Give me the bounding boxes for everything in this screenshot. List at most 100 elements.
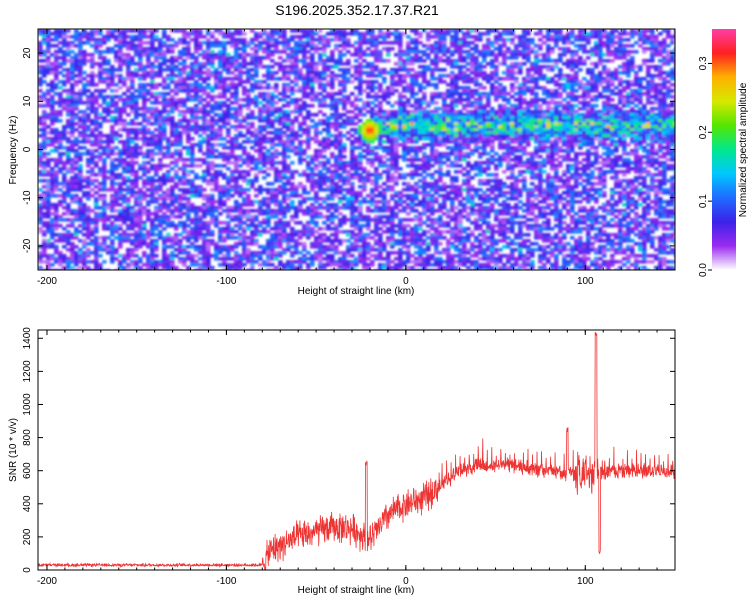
- spectrogram-cell: [502, 113, 507, 117]
- spectrogram-cell: [282, 155, 287, 159]
- spectrogram-cell: [154, 137, 159, 141]
- spectrogram-cell: [106, 155, 111, 159]
- spectrogram-cell: [290, 140, 295, 144]
- spectrogram-cell: [142, 74, 147, 78]
- spectrogram-cell: [210, 95, 215, 99]
- spectrogram-cell: [242, 125, 247, 129]
- spectrogram-cell: [78, 68, 83, 72]
- spectrogram-cell: [402, 80, 407, 84]
- spectrogram-cell: [386, 41, 391, 45]
- spectrogram-cell: [418, 86, 423, 90]
- spectrogram-cell: [198, 158, 203, 162]
- spectrogram-cell: [562, 155, 567, 159]
- spectrogram-cell: [558, 83, 563, 87]
- spectrogram-cell: [234, 44, 239, 48]
- spectrogram-cell: [62, 80, 67, 84]
- spectrogram-cell: [390, 140, 395, 144]
- spectrogram-cell: [658, 131, 663, 135]
- spectrogram-cell: [210, 116, 215, 120]
- spectrogram-cell: [50, 113, 55, 117]
- spectrogram-cell: [522, 101, 527, 105]
- spectrogram-cell: [422, 107, 427, 111]
- spectrogram-cell: [410, 77, 415, 81]
- spectrogram-cell: [534, 53, 539, 57]
- spectrogram-cell: [578, 107, 583, 111]
- spectrogram-cell: [194, 95, 199, 99]
- spectrogram-cell: [510, 62, 515, 66]
- spectrogram-cell: [310, 65, 315, 69]
- spectrogram-cell: [126, 98, 131, 102]
- spectrogram-cell: [94, 149, 99, 153]
- spectrogram-cell: [226, 77, 231, 81]
- spectrogram-cell: [322, 68, 327, 72]
- spectrogram-cell: [450, 101, 455, 105]
- spectrogram-cell: [58, 98, 63, 102]
- spectrogram-cell: [462, 32, 467, 36]
- spectrogram-cell: [122, 101, 127, 105]
- spectrogram-cell: [382, 38, 387, 42]
- spectrogram-cell: [482, 71, 487, 75]
- spectrogram-cell: [634, 113, 639, 117]
- spectrogram-cell: [130, 77, 135, 81]
- spectrogram-cell: [322, 140, 327, 144]
- spectrogram-cell: [542, 98, 547, 102]
- spectrogram-cell: [174, 56, 179, 60]
- spectrogram-cell: [226, 128, 231, 132]
- spectrogram-cell: [546, 68, 551, 72]
- spectrogram-cell: [546, 146, 551, 150]
- spectrogram-cell: [438, 119, 443, 123]
- spectrogram-cell: [262, 119, 267, 123]
- spectrogram-cell: [570, 35, 575, 39]
- spectrogram-cell: [54, 86, 59, 90]
- spectrogram-cell: [394, 113, 399, 117]
- spectrogram-cell: [314, 71, 319, 75]
- spectrogram-cell: [198, 149, 203, 153]
- spectrogram-cell: [290, 146, 295, 150]
- spectrogram-cell: [614, 131, 619, 135]
- spectrogram-cell: [74, 122, 79, 126]
- spectrogram-cell: [262, 29, 267, 33]
- spectrogram-cell: [654, 98, 659, 102]
- spectrogram-cell: [546, 116, 551, 120]
- spectrogram-cell: [578, 125, 583, 129]
- spectrogram-cell: [626, 116, 631, 120]
- spectrogram-cell: [490, 86, 495, 90]
- spectrogram-cell: [186, 86, 191, 90]
- spectrogram-cell: [226, 152, 231, 156]
- spectrogram-cell: [382, 122, 387, 126]
- spectrogram-cell: [506, 143, 511, 147]
- spectrogram-cell: [290, 62, 295, 66]
- spectrogram-cell: [70, 110, 75, 114]
- spectrogram-cell: [270, 77, 275, 81]
- spectrogram-cell: [538, 32, 543, 36]
- spectrogram-cell: [154, 71, 159, 75]
- spectrogram-cell: [282, 95, 287, 99]
- spectrogram-cell: [226, 119, 231, 123]
- spectrogram-cell: [366, 32, 371, 36]
- spectrogram-cell: [290, 101, 295, 105]
- spectrogram-cell: [494, 95, 499, 99]
- spectrogram-cell: [406, 89, 411, 93]
- spectrogram-cell: [342, 143, 347, 147]
- spectrogram-cell: [578, 86, 583, 90]
- spectrogram-cell: [522, 125, 527, 129]
- spectrogram-cell: [534, 128, 539, 132]
- spectrogram-cell: [630, 113, 635, 117]
- spectrogram-cell: [366, 143, 371, 147]
- spectrogram-cell: [298, 68, 303, 72]
- spectrogram-cell: [198, 74, 203, 78]
- spectrogram-cell: [542, 35, 547, 39]
- spectrogram-cell: [518, 122, 523, 126]
- spectrogram-cell: [70, 113, 75, 117]
- spectrogram-cell: [450, 113, 455, 117]
- spectrogram-cell: [154, 98, 159, 102]
- spectrogram-cell: [86, 74, 91, 78]
- spectrogram-cell: [266, 83, 271, 87]
- spectrogram-cell: [550, 152, 555, 156]
- spectrogram-cell: [562, 89, 567, 93]
- spectrogram-cell: [222, 119, 227, 123]
- spectrogram-cell: [218, 155, 223, 159]
- spectrogram-cell: [362, 41, 367, 45]
- spectrogram-cell: [338, 125, 343, 129]
- spectrogram-cell: [214, 149, 219, 153]
